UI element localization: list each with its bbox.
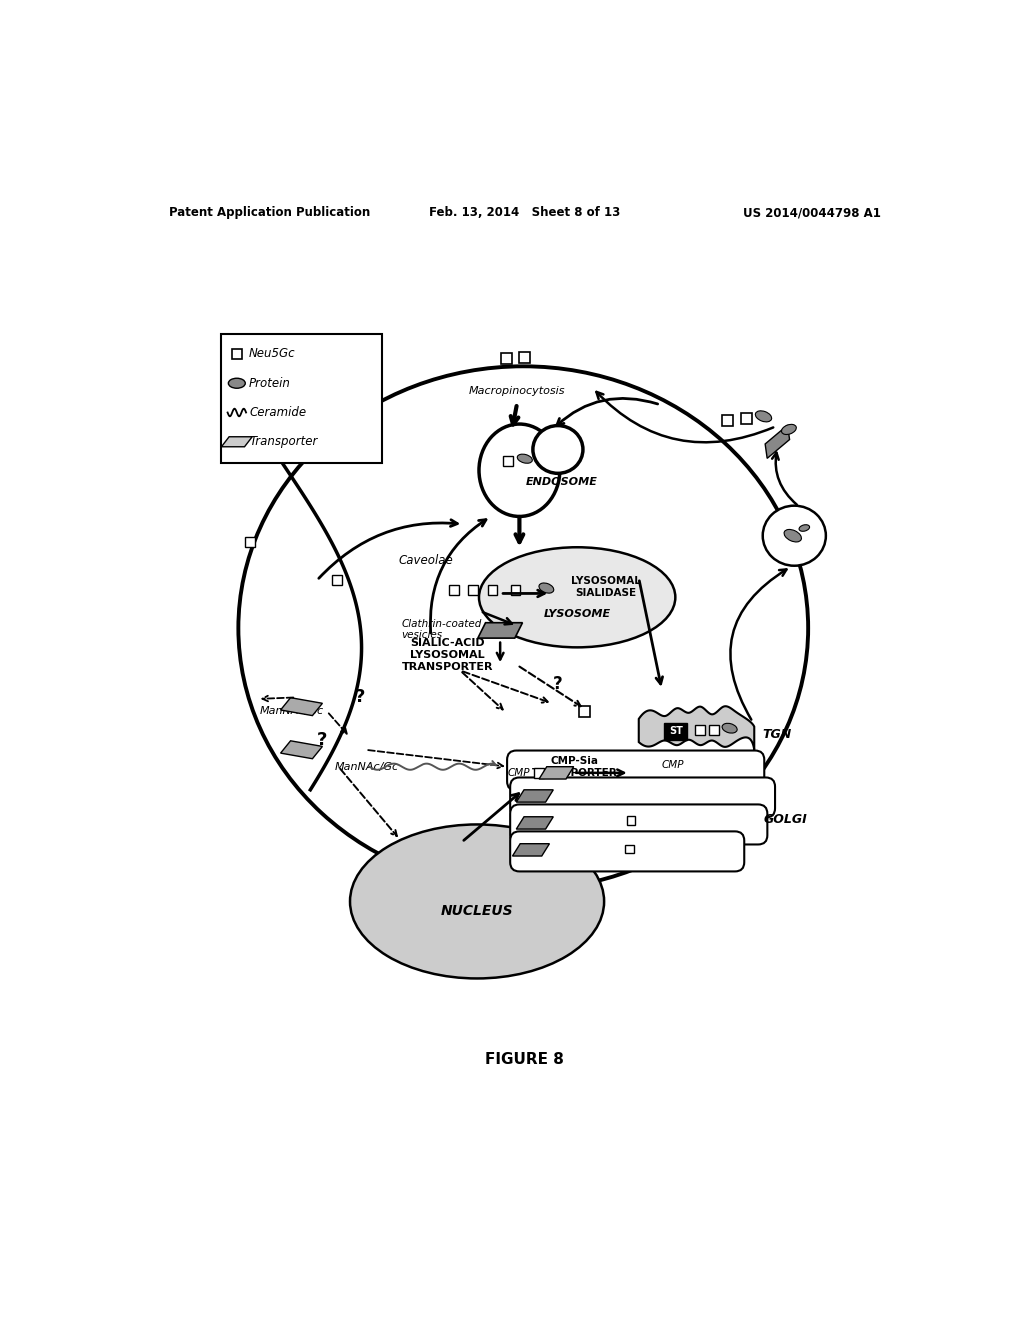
Text: TGN: TGN (762, 727, 792, 741)
Polygon shape (221, 437, 252, 446)
Text: Transporter: Transporter (249, 436, 317, 449)
FancyBboxPatch shape (510, 832, 744, 871)
Text: Feb. 13, 2014   Sheet 8 of 13: Feb. 13, 2014 Sheet 8 of 13 (429, 206, 621, 219)
Polygon shape (516, 817, 553, 829)
Polygon shape (512, 843, 550, 855)
Text: ?: ? (553, 675, 563, 693)
Text: ST: ST (669, 726, 683, 737)
Polygon shape (281, 741, 323, 759)
Text: NUCLEUS: NUCLEUS (440, 904, 513, 919)
Text: Clathrin-coated
vesicles: Clathrin-coated vesicles (401, 619, 482, 640)
Ellipse shape (539, 583, 554, 593)
Polygon shape (639, 706, 755, 750)
Text: Protein: Protein (249, 376, 291, 389)
Text: Patent Application Publication: Patent Application Publication (169, 206, 371, 219)
FancyBboxPatch shape (507, 751, 764, 791)
Text: ManNAc/Gc: ManNAc/Gc (260, 706, 324, 717)
Polygon shape (765, 425, 790, 458)
FancyBboxPatch shape (510, 777, 775, 817)
Text: CMP: CMP (662, 760, 684, 770)
Text: CMP: CMP (508, 768, 530, 777)
Ellipse shape (517, 454, 532, 463)
Text: Caveolae: Caveolae (398, 554, 454, 566)
Ellipse shape (228, 379, 246, 388)
Text: Macropinocytosis: Macropinocytosis (469, 385, 565, 396)
Text: US 2014/0044798 A1: US 2014/0044798 A1 (743, 206, 882, 219)
Ellipse shape (763, 506, 826, 566)
Ellipse shape (784, 529, 802, 543)
Ellipse shape (239, 367, 808, 890)
Polygon shape (539, 767, 573, 779)
FancyBboxPatch shape (665, 723, 687, 739)
Text: ?: ? (355, 689, 366, 706)
Ellipse shape (532, 425, 583, 474)
Text: LYSOSOMAL
SIALIDASE: LYSOSOMAL SIALIDASE (570, 576, 641, 598)
Text: ManNAc/Gc: ManNAc/Gc (335, 762, 398, 772)
Text: ENDOSOME: ENDOSOME (525, 477, 598, 487)
Text: Neu5Gc: Neu5Gc (249, 347, 296, 360)
Ellipse shape (756, 411, 772, 422)
Text: FIGURE 8: FIGURE 8 (485, 1052, 564, 1067)
Text: Ceramide: Ceramide (249, 407, 306, 418)
Ellipse shape (479, 424, 560, 516)
Text: CMP-Sia
TRANSPORTER: CMP-Sia TRANSPORTER (532, 756, 617, 777)
Ellipse shape (722, 723, 737, 733)
Text: SIALIC-ACID
LYSOSOMAL
TRANSPORTER: SIALIC-ACID LYSOSOMAL TRANSPORTER (402, 638, 494, 672)
FancyBboxPatch shape (221, 334, 382, 463)
Polygon shape (516, 789, 553, 803)
Polygon shape (281, 698, 323, 715)
Text: ?: ? (316, 731, 327, 748)
Ellipse shape (479, 548, 676, 647)
Text: LYSOSOME: LYSOSOME (544, 610, 610, 619)
FancyBboxPatch shape (510, 804, 767, 845)
Ellipse shape (799, 525, 810, 531)
Ellipse shape (781, 424, 797, 434)
Polygon shape (478, 623, 522, 638)
Text: GOLGI: GOLGI (764, 813, 807, 825)
Ellipse shape (350, 825, 604, 978)
